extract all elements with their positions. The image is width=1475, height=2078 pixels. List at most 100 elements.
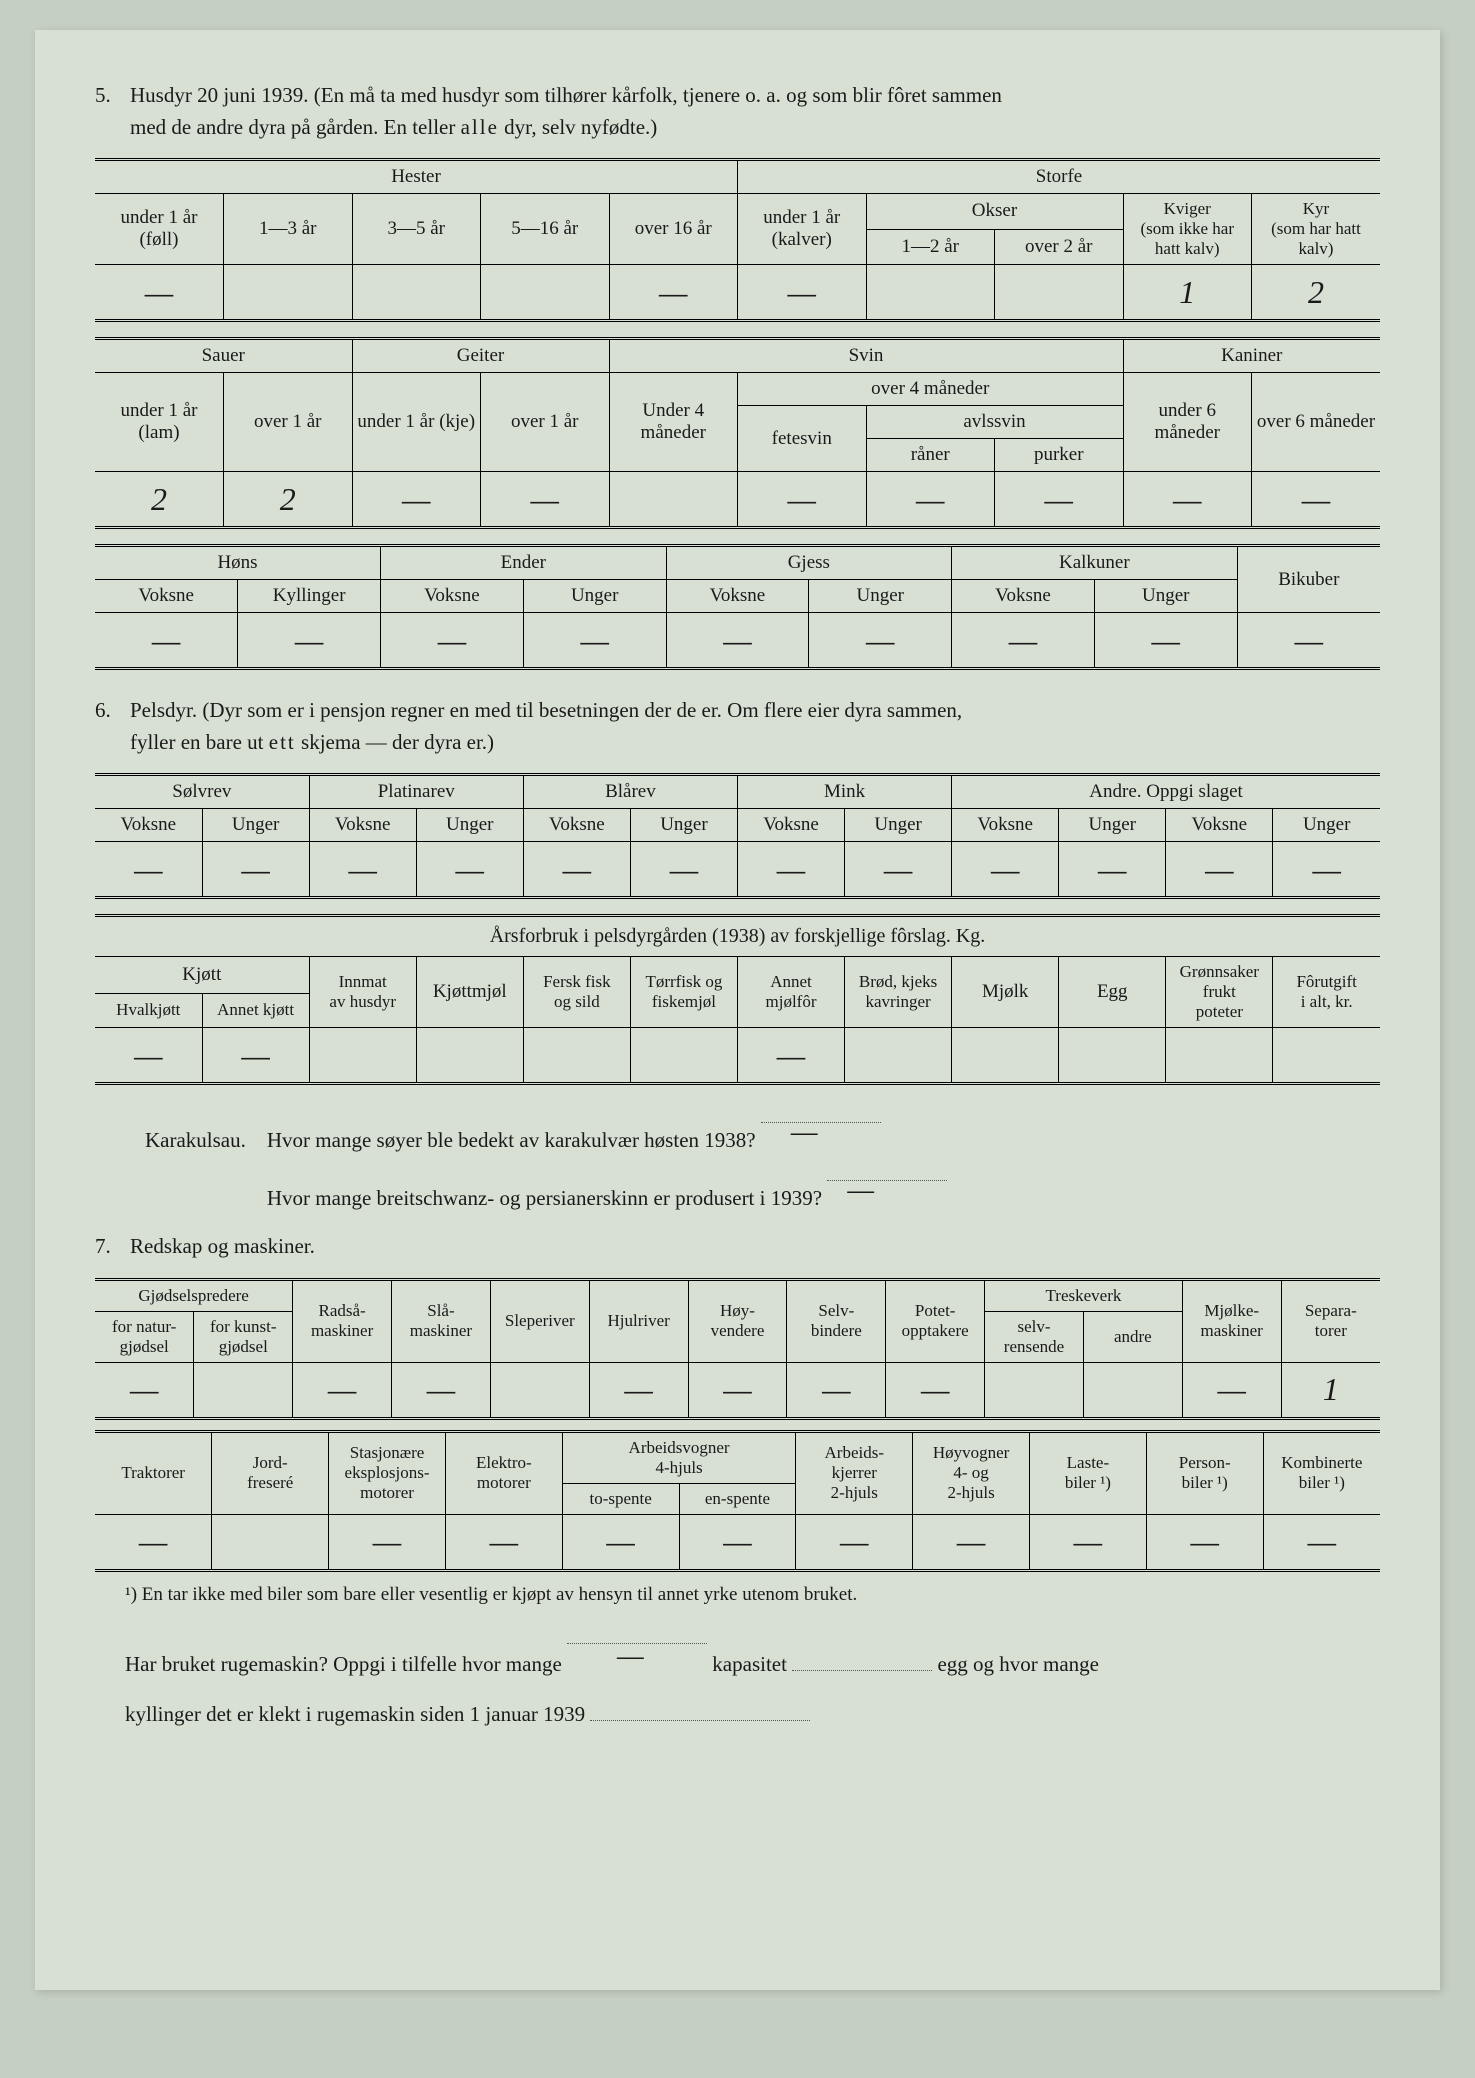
m2-val-10[interactable]: — — [1263, 1514, 1380, 1570]
treske-header: Treskeverk — [985, 1279, 1183, 1311]
hc-val-6[interactable] — [866, 265, 995, 321]
feed-val-3[interactable] — [416, 1028, 523, 1084]
gjodsel-header: Gjødselspredere — [95, 1279, 293, 1311]
m2-val-2[interactable]: — — [329, 1514, 446, 1570]
sg-val-1[interactable]: 2 — [224, 472, 353, 528]
sg-val-8[interactable]: — — [1123, 472, 1252, 528]
po-val-1[interactable]: — — [238, 613, 381, 669]
m1-h13: Separa-torer — [1281, 1279, 1380, 1362]
m2-val-0[interactable]: — — [95, 1514, 212, 1570]
hc-val-4[interactable]: — — [609, 265, 738, 321]
feed-val-11[interactable] — [1273, 1028, 1380, 1084]
feed-h12: Fôrutgifti alt, kr. — [1273, 957, 1380, 1028]
feed-h7: Annetmjølfôr — [737, 957, 844, 1028]
m1-val-8[interactable]: — — [886, 1362, 985, 1418]
hc-val-1[interactable] — [224, 265, 353, 321]
fur-val-6[interactable]: — — [737, 842, 844, 898]
feed-val-4[interactable] — [523, 1028, 630, 1084]
incubator-field-1[interactable]: — — [567, 1626, 707, 1644]
m2-val-5[interactable]: — — [679, 1514, 796, 1570]
section-5-line2a: med de andre dyra på gården. En teller — [130, 115, 461, 139]
hc-val-0[interactable]: — — [95, 265, 224, 321]
sv-avlssvin: avlssvin — [866, 406, 1123, 439]
po-val-5[interactable]: — — [809, 613, 952, 669]
fur-v-3: Voksne — [737, 809, 844, 842]
fur-val-4[interactable]: — — [523, 842, 630, 898]
poultry-table: Høns Ender Gjess Kalkuner Bikuber Voksne… — [95, 544, 1380, 670]
sg-val-2[interactable]: — — [352, 472, 481, 528]
feed-val-0[interactable]: — — [95, 1028, 202, 1084]
sg-val-5[interactable]: — — [738, 472, 867, 528]
fur-val-9[interactable]: — — [1059, 842, 1166, 898]
ge-under1: under 1 år (kje) — [352, 373, 481, 472]
m2-val-4[interactable]: — — [562, 1514, 679, 1570]
m2-h5: to-spente — [562, 1483, 679, 1514]
sg-val-6[interactable]: — — [866, 472, 995, 528]
m1-val-11[interactable]: — — [1182, 1362, 1281, 1418]
m1-val-2[interactable]: — — [293, 1362, 392, 1418]
sg-val-3[interactable]: — — [481, 472, 610, 528]
po-val-6[interactable]: — — [952, 613, 1095, 669]
hc-val-8[interactable]: 1 — [1123, 265, 1252, 321]
fur-val-2[interactable]: — — [309, 842, 416, 898]
fur-v-1: Voksne — [309, 809, 416, 842]
feed-table: Kjøtt Innmatav husdyr Kjøttmjøl Fersk fi… — [95, 956, 1380, 1085]
karakul-q2-field[interactable]: — — [827, 1163, 947, 1181]
m1-val-10[interactable] — [1083, 1362, 1182, 1418]
po-val-8[interactable]: — — [1237, 613, 1380, 669]
fur-val-0[interactable]: — — [95, 842, 202, 898]
sg-val-7[interactable]: — — [995, 472, 1124, 528]
m2-val-3[interactable]: — — [445, 1514, 562, 1570]
m2-val-9[interactable]: — — [1146, 1514, 1263, 1570]
m1-val-3[interactable]: — — [392, 1362, 491, 1418]
m1-val-6[interactable]: — — [688, 1362, 787, 1418]
po-val-0[interactable]: — — [95, 613, 238, 669]
po-val-4[interactable]: — — [666, 613, 809, 669]
hc-val-2[interactable] — [352, 265, 481, 321]
fur-val-3[interactable]: — — [416, 842, 523, 898]
m1-val-5[interactable]: — — [589, 1362, 688, 1418]
hc-val-9[interactable]: 2 — [1252, 265, 1381, 321]
sg-val-9[interactable]: — — [1252, 472, 1381, 528]
hc-val-7[interactable] — [995, 265, 1124, 321]
fur-val-10[interactable]: — — [1166, 842, 1273, 898]
hc-val-3[interactable] — [481, 265, 610, 321]
section-5-line1: Husdyr 20 juni 1939. (En må ta med husdy… — [130, 83, 1002, 107]
feed-val-2[interactable] — [309, 1028, 416, 1084]
m2-val-7[interactable]: — — [913, 1514, 1030, 1570]
h-3-5: 3—5 år — [352, 194, 481, 265]
fur-val-11[interactable]: — — [1273, 842, 1380, 898]
po-val-3[interactable]: — — [523, 613, 666, 669]
feed-val-1[interactable]: — — [202, 1028, 309, 1084]
m1-val-12[interactable]: 1 — [1281, 1362, 1380, 1418]
sg-val-4[interactable] — [609, 472, 738, 528]
feed-val-9[interactable] — [1059, 1028, 1166, 1084]
m2-val-6[interactable]: — — [796, 1514, 913, 1570]
fur-val-8[interactable]: — — [952, 842, 1059, 898]
m1-val-9[interactable] — [985, 1362, 1084, 1418]
geiter-header: Geiter — [352, 339, 609, 373]
karakul-q1-field[interactable]: — — [761, 1105, 881, 1123]
sv-purker: purker — [995, 439, 1124, 472]
hc-val-5[interactable]: — — [738, 265, 867, 321]
m1-val-4[interactable] — [490, 1362, 589, 1418]
incubator-field-3[interactable] — [590, 1703, 810, 1721]
m1-val-7[interactable]: — — [787, 1362, 886, 1418]
fur-val-5[interactable]: — — [630, 842, 737, 898]
m2-val-8[interactable]: — — [1030, 1514, 1147, 1570]
sg-val-0[interactable]: 2 — [95, 472, 224, 528]
feed-val-5[interactable] — [630, 1028, 737, 1084]
fur-val-1[interactable]: — — [202, 842, 309, 898]
feed-val-6[interactable]: — — [737, 1028, 844, 1084]
m1-val-1[interactable] — [194, 1362, 293, 1418]
fur-val-7[interactable]: — — [845, 842, 952, 898]
feed-val-10[interactable] — [1166, 1028, 1273, 1084]
feed-val-8[interactable] — [952, 1028, 1059, 1084]
po-val-2[interactable]: — — [381, 613, 524, 669]
sv-under4: Under 4 måneder — [609, 373, 738, 472]
po-val-7[interactable]: — — [1094, 613, 1237, 669]
feed-val-7[interactable] — [845, 1028, 952, 1084]
incubator-field-2[interactable] — [792, 1653, 932, 1671]
m2-val-1[interactable] — [212, 1514, 329, 1570]
m1-val-0[interactable]: — — [95, 1362, 194, 1418]
